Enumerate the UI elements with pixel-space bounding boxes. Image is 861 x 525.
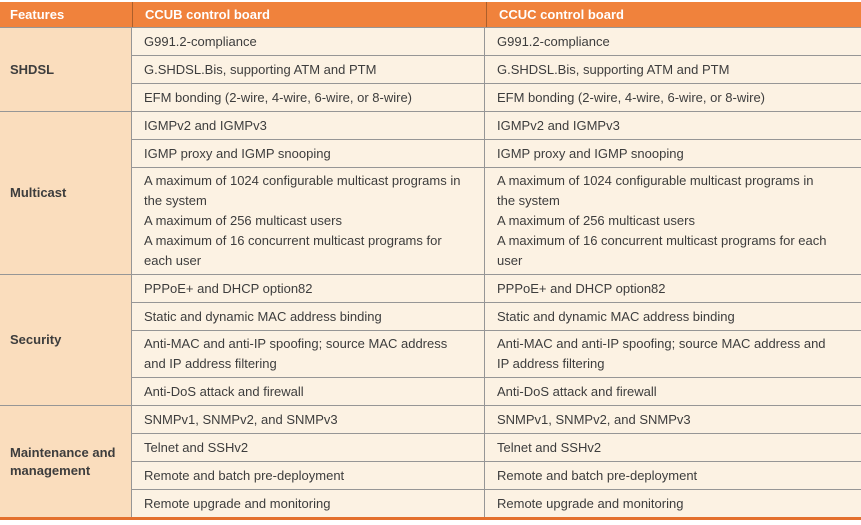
spec-cell-ccuc: IGMPv2 and IGMPv3 [485, 112, 861, 139]
spec-cell-ccub: EFM bonding (2-wire, 4-wire, 6-wire, or … [132, 84, 485, 111]
spec-text: IGMPv2 and IGMPv3 [144, 117, 267, 133]
spec-cell-ccub: Anti-MAC and anti-IP spoofing; source MA… [132, 331, 485, 377]
spec-text: Anti-MAC and anti-IP spoofing; source MA… [144, 336, 448, 371]
table-row: G991.2-compliance G991.2-compliance [132, 28, 861, 55]
section-security: Security PPPoE+ and DHCP option82 PPPoE+… [0, 274, 861, 405]
table-row: G.SHDSL.Bis, supporting ATM and PTM G.SH… [132, 55, 861, 83]
table-row: Remote and batch pre-deployment Remote a… [132, 461, 861, 489]
spec-text: Remote upgrade and monitoring [144, 495, 331, 511]
table-row: Remote upgrade and monitoring Remote upg… [132, 489, 861, 517]
spec-cell-ccuc: Static and dynamic MAC address binding [485, 303, 861, 330]
table-row: A maximum of 1024 configurable multicast… [132, 167, 861, 274]
spec-text: Static and dynamic MAC address binding [144, 308, 382, 324]
feature-label-maintenance-management: Maintenance and management [0, 406, 132, 517]
table-bottom-border [0, 517, 861, 520]
spec-text: IGMP proxy and IGMP snooping [144, 145, 331, 161]
spec-text: EFM bonding (2-wire, 4-wire, 6-wire, or … [497, 89, 766, 105]
section-rows: IGMPv2 and IGMPv3 IGMPv2 and IGMPv3 IGMP… [132, 112, 861, 274]
spec-cell-ccub: Telnet and SSHv2 [132, 434, 485, 461]
spec-text: PPPoE+ and DHCP option82 [144, 280, 313, 296]
spec-text: A maximum of 1024 configurable multicast… [144, 173, 461, 268]
section-shdsl: SHDSL G991.2-compliance G991.2-complianc… [0, 28, 861, 111]
header-ccuc-control-board: CCUC control board [486, 2, 861, 27]
table-row: EFM bonding (2-wire, 4-wire, 6-wire, or … [132, 83, 861, 111]
table-row: IGMPv2 and IGMPv3 IGMPv2 and IGMPv3 [132, 112, 861, 139]
spec-cell-ccuc: G991.2-compliance [485, 28, 861, 55]
spec-cell-ccuc: A maximum of 1024 configurable multicast… [485, 168, 861, 274]
spec-cell-ccuc: SNMPv1, SNMPv2, and SNMPv3 [485, 406, 861, 433]
table-row: PPPoE+ and DHCP option82 PPPoE+ and DHCP… [132, 275, 861, 302]
spec-text: G991.2-compliance [497, 33, 610, 49]
table-row: Static and dynamic MAC address binding S… [132, 302, 861, 330]
feature-label-security: Security [0, 275, 132, 405]
spec-cell-ccuc: Remote upgrade and monitoring [485, 490, 861, 517]
table-row: IGMP proxy and IGMP snooping IGMP proxy … [132, 139, 861, 167]
spec-cell-ccuc: PPPoE+ and DHCP option82 [485, 275, 861, 302]
spec-cell-ccuc: IGMP proxy and IGMP snooping [485, 140, 861, 167]
spec-cell-ccuc: Anti-MAC and anti-IP spoofing; source MA… [485, 331, 861, 377]
spec-cell-ccub: Anti-DoS attack and firewall [132, 378, 485, 405]
spec-text: SNMPv1, SNMPv2, and SNMPv3 [144, 411, 338, 427]
spec-cell-ccub: IGMPv2 and IGMPv3 [132, 112, 485, 139]
spec-text: Anti-MAC and anti-IP spoofing; source MA… [497, 336, 826, 371]
spec-cell-ccuc: G.SHDSL.Bis, supporting ATM and PTM [485, 56, 861, 83]
spec-cell-ccub: SNMPv1, SNMPv2, and SNMPv3 [132, 406, 485, 433]
spec-cell-ccuc: Telnet and SSHv2 [485, 434, 861, 461]
spec-cell-ccub: G991.2-compliance [132, 28, 485, 55]
spec-text: Telnet and SSHv2 [144, 439, 249, 455]
section-rows: PPPoE+ and DHCP option82 PPPoE+ and DHCP… [132, 275, 861, 405]
spec-text: IGMP proxy and IGMP snooping [497, 145, 684, 161]
spec-text: Remote upgrade and monitoring [497, 495, 684, 511]
spec-text: IGMPv2 and IGMPv3 [497, 117, 620, 133]
spec-text: Remote and batch pre-deployment [144, 467, 345, 483]
spec-text: Anti-DoS attack and firewall [144, 383, 304, 399]
spec-text: A maximum of 1024 configurable multicast… [497, 173, 827, 268]
spec-cell-ccub: PPPoE+ and DHCP option82 [132, 275, 485, 302]
table-row: SNMPv1, SNMPv2, and SNMPv3 SNMPv1, SNMPv… [132, 406, 861, 433]
spec-text: G.SHDSL.Bis, supporting ATM and PTM [497, 61, 730, 77]
section-maintenance-management: Maintenance and management SNMPv1, SNMPv… [0, 405, 861, 517]
section-multicast: Multicast IGMPv2 and IGMPv3 IGMPv2 and I… [0, 111, 861, 274]
spec-text: Telnet and SSHv2 [497, 439, 602, 455]
feature-label-multicast: Multicast [0, 112, 132, 274]
spec-cell-ccuc: Remote and batch pre-deployment [485, 462, 861, 489]
spec-cell-ccuc: EFM bonding (2-wire, 4-wire, 6-wire, or … [485, 84, 861, 111]
table-row: Anti-DoS attack and firewall Anti-DoS at… [132, 377, 861, 405]
section-rows: G991.2-compliance G991.2-compliance G.SH… [132, 28, 861, 111]
spec-cell-ccub: Static and dynamic MAC address binding [132, 303, 485, 330]
spec-text: Remote and batch pre-deployment [497, 467, 698, 483]
spec-cell-ccub: A maximum of 1024 configurable multicast… [132, 168, 485, 274]
table-row: Telnet and SSHv2 Telnet and SSHv2 [132, 433, 861, 461]
header-ccub-control-board: CCUB control board [132, 2, 486, 27]
feature-label-shdsl: SHDSL [0, 28, 132, 111]
spec-cell-ccuc: Anti-DoS attack and firewall [485, 378, 861, 405]
table-row: Anti-MAC and anti-IP spoofing; source MA… [132, 330, 861, 377]
spec-cell-ccub: Remote and batch pre-deployment [132, 462, 485, 489]
spec-text: Anti-DoS attack and firewall [497, 383, 657, 399]
section-rows: SNMPv1, SNMPv2, and SNMPv3 SNMPv1, SNMPv… [132, 406, 861, 517]
spec-text: EFM bonding (2-wire, 4-wire, 6-wire, or … [144, 89, 413, 105]
spec-text: Static and dynamic MAC address binding [497, 308, 735, 324]
spec-text: PPPoE+ and DHCP option82 [497, 280, 666, 296]
header-features: Features [10, 7, 65, 22]
spec-text: G991.2-compliance [144, 33, 257, 49]
spec-text: G.SHDSL.Bis, supporting ATM and PTM [144, 61, 377, 77]
spec-cell-ccub: IGMP proxy and IGMP snooping [132, 140, 485, 167]
spec-cell-ccub: Remote upgrade and monitoring [132, 490, 485, 517]
table-header-row: Features CCUB control board CCUC control… [0, 2, 861, 28]
spec-text: SNMPv1, SNMPv2, and SNMPv3 [497, 411, 691, 427]
spec-cell-ccub: G.SHDSL.Bis, supporting ATM and PTM [132, 56, 485, 83]
